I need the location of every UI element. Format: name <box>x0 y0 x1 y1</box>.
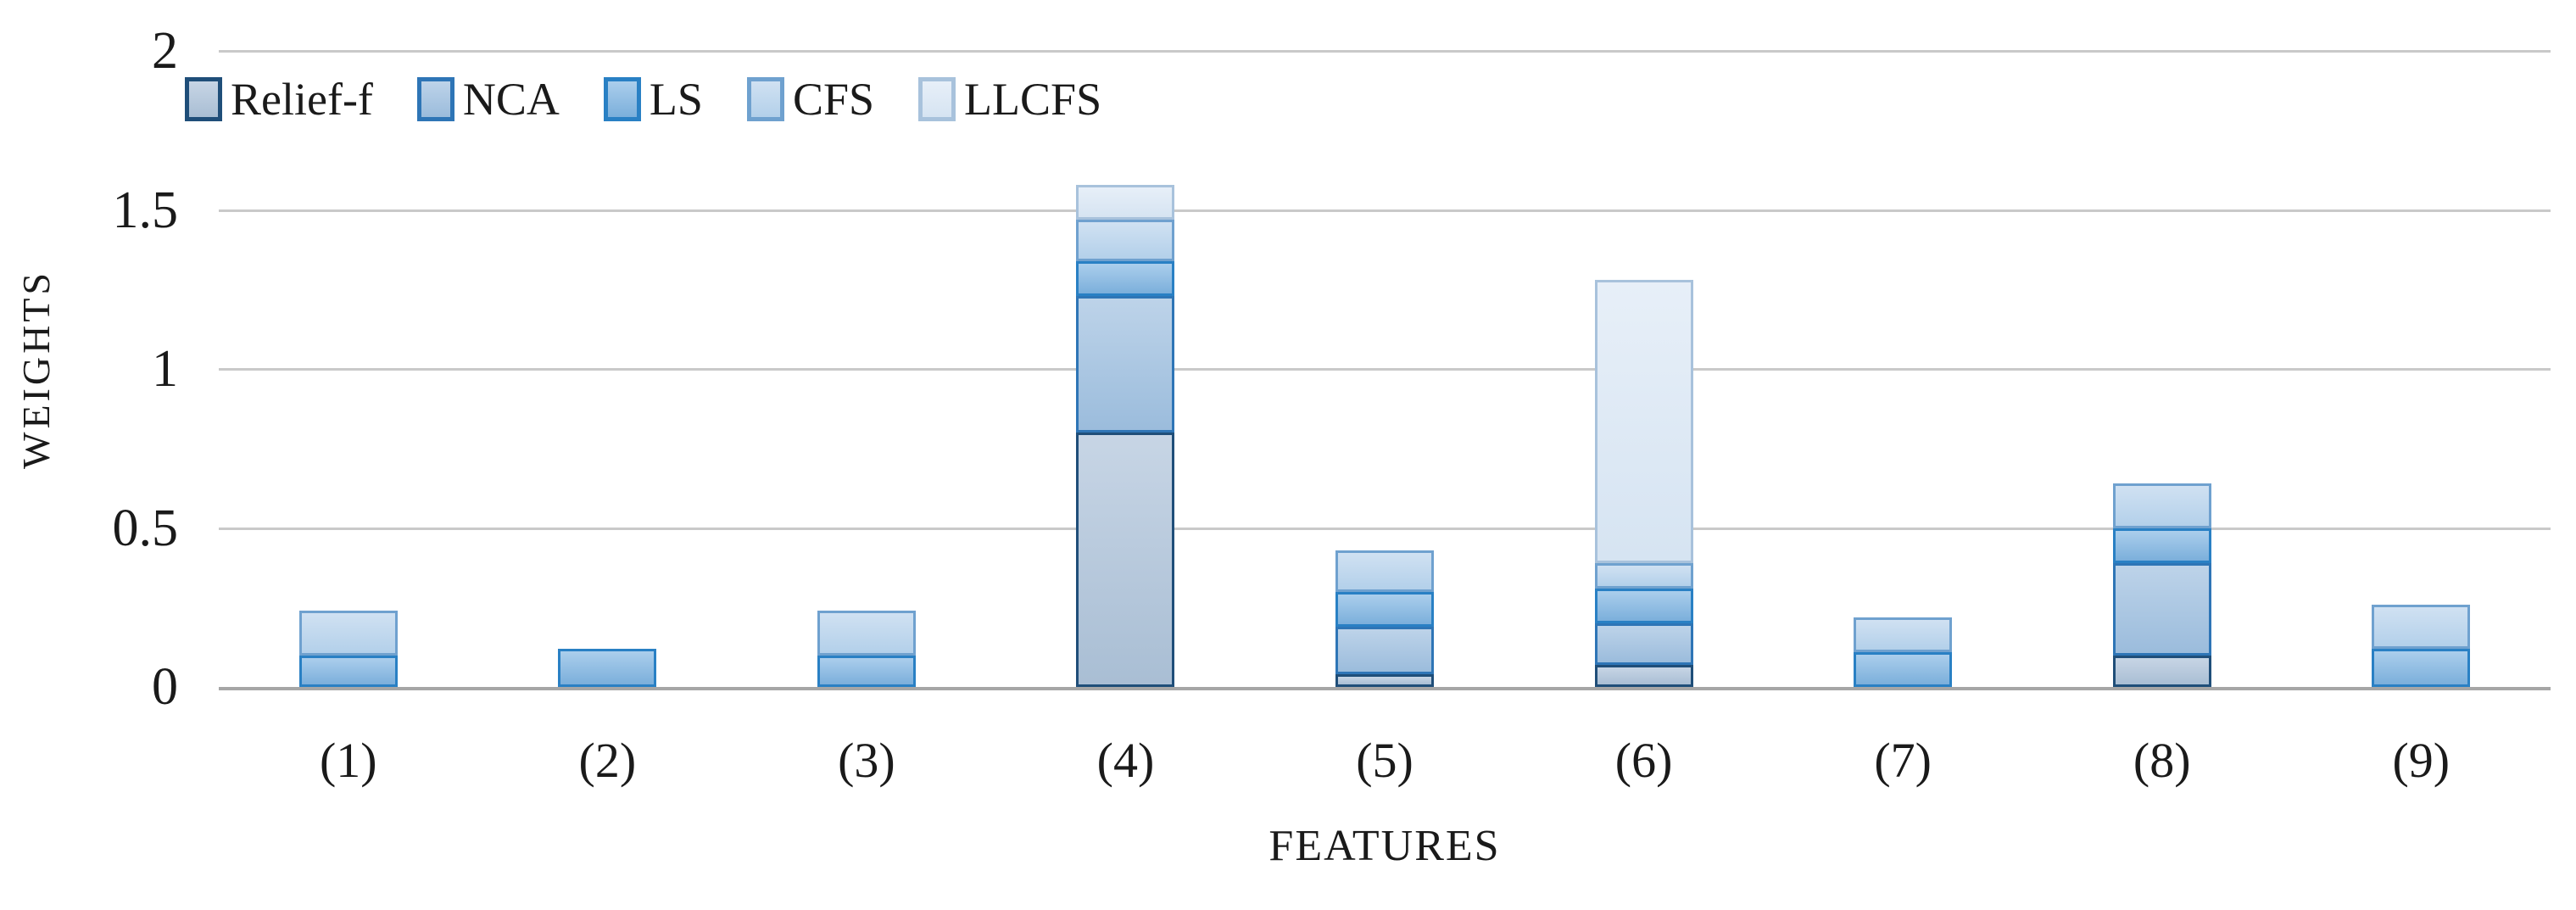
x-tick-label: (2) <box>578 733 637 788</box>
bar-segment-CFS <box>817 611 916 656</box>
x-tick-label: (9) <box>2392 733 2451 788</box>
legend-label: LS <box>649 74 703 125</box>
plot-area: Relief-f NCA LS CFS LLCFS <box>185 50 2551 690</box>
legend-item-LS: LS <box>603 74 703 125</box>
bar-segment-LS <box>1335 591 1435 627</box>
bar-(9) <box>2292 51 2551 687</box>
bar-segment-LS <box>817 655 916 687</box>
y-tick-label: 1 <box>152 340 178 398</box>
x-tick-label: (6) <box>1614 733 1673 788</box>
bar-segment-Relief-f <box>1594 664 1693 687</box>
legend-label: Relief-f <box>231 74 373 125</box>
legend-item-NCA: NCA <box>416 74 560 125</box>
y-tick-label: 2 <box>152 22 178 80</box>
legend-label: NCA <box>462 74 560 125</box>
bar-segment-CFS <box>2112 483 2211 528</box>
bar-segment-LS <box>298 655 398 687</box>
gridline <box>219 368 2551 371</box>
bar-(4) <box>996 51 1256 687</box>
bar-segment-NCA <box>1076 295 1175 433</box>
bar-segment-LLCFS <box>1076 184 1175 220</box>
legend-swatch-icon <box>603 77 641 121</box>
x-tick-label: (5) <box>1356 733 1413 788</box>
bar-segment-Relief-f <box>2112 655 2211 687</box>
bar-segment-CFS <box>2372 604 2471 649</box>
bar-(5) <box>1255 51 1514 687</box>
x-tick-label: (1) <box>319 733 377 788</box>
legend-label: LLCFS <box>964 74 1102 125</box>
bar-segment-LS <box>2112 528 2211 563</box>
x-tick-label: (7) <box>1874 733 1932 788</box>
legend-swatch-icon <box>416 77 454 121</box>
bar-segment-NCA <box>1594 623 1693 665</box>
legend-item-LLCFS: LLCFS <box>918 76 1101 122</box>
legend-item-CFS: CFS <box>746 74 875 125</box>
bar-segment-LS <box>1076 260 1175 296</box>
x-tick-label: (3) <box>838 733 895 788</box>
gridline <box>219 527 2551 530</box>
y-tick-label: 0 <box>152 658 178 716</box>
bar-segment-Relief-f <box>1335 674 1435 687</box>
bar-segment-NCA <box>1335 626 1435 674</box>
bar-segment-LS <box>558 649 657 687</box>
gridline <box>219 50 2551 53</box>
y-tick-label: 0.5 <box>112 499 179 557</box>
x-tick-label: (4) <box>1096 733 1155 788</box>
bar-(6) <box>1514 51 1774 687</box>
bar-segment-Relief-f <box>1076 433 1175 687</box>
bar-(2) <box>478 51 738 687</box>
bar-segment-LS <box>2372 649 2471 687</box>
legend-swatch-icon <box>746 77 784 121</box>
bar-segment-CFS <box>1594 562 1693 589</box>
bar-segment-CFS <box>1076 219 1175 261</box>
x-tick-label: (8) <box>2133 733 2191 788</box>
x-axis-labels: (1) (2) (3) (4) (5) (6) (7) (8) (9) <box>219 736 2551 785</box>
bar-(1) <box>219 51 478 687</box>
bar-segment-LS <box>1594 588 1693 623</box>
legend-item-Relief-f: Relief-f <box>185 76 373 122</box>
legend-swatch-icon <box>185 77 222 121</box>
bar-segment-CFS <box>1335 550 1435 592</box>
bar-segment-CFS <box>298 611 398 656</box>
legend-label: CFS <box>792 74 875 125</box>
bar-(7) <box>1773 51 2032 687</box>
x-axis-title: FEATURES <box>1268 822 1501 870</box>
legend-swatch-icon <box>918 77 956 121</box>
y-axis-ticks: 2 1.5 1 0.5 0 <box>0 25 202 713</box>
gridline <box>219 209 2551 212</box>
bar-segment-LLCFS <box>1594 280 1693 563</box>
bar-segment-LS <box>1854 651 1953 687</box>
bars-row <box>219 51 2551 687</box>
bar-(3) <box>737 51 996 687</box>
bar-segment-CFS <box>1854 617 1953 652</box>
legend: Relief-f NCA LS CFS LLCFS <box>185 76 1101 122</box>
bar-segment-NCA <box>2112 562 2211 656</box>
y-tick-label: 1.5 <box>112 181 179 239</box>
bar-(8) <box>2032 51 2292 687</box>
